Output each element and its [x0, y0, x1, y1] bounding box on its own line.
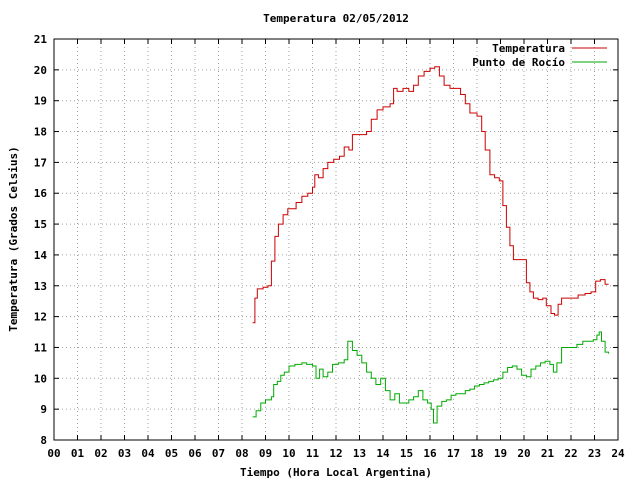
x-tick-label: 22 — [564, 447, 577, 460]
x-tick-label: 07 — [212, 447, 225, 460]
y-tick-label: 18 — [34, 126, 47, 139]
x-tick-label: 05 — [165, 447, 178, 460]
x-tick-label: 12 — [329, 447, 342, 460]
x-tick-label: 17 — [447, 447, 460, 460]
grid — [54, 39, 618, 440]
x-tick-label: 02 — [94, 447, 107, 460]
series-line-temperatura — [252, 66, 609, 324]
series-line-punto-de-rocio — [252, 331, 610, 424]
y-tick-label: 12 — [34, 311, 47, 324]
x-tick-label: 11 — [306, 447, 320, 460]
x-tick-label: 03 — [118, 447, 131, 460]
x-tick-label: 10 — [282, 447, 295, 460]
x-axis-label: Tiempo (Hora Local Argentina) — [240, 466, 432, 479]
x-tick-label: 14 — [376, 447, 390, 460]
x-tick-label: 13 — [353, 447, 366, 460]
y-tick-label: 14 — [34, 249, 48, 262]
y-tick-label: 15 — [34, 218, 47, 231]
y-tick-label: 8 — [40, 434, 47, 447]
y-tick-label: 9 — [40, 403, 47, 416]
y-tick-labels: 8 9 10 11 12 13 14 15 16 17 18 19 20 21 — [34, 33, 48, 447]
legend-label: Temperatura — [492, 42, 565, 55]
y-tick-label: 11 — [34, 341, 48, 354]
x-tick-label: 09 — [259, 447, 272, 460]
y-tick-label: 17 — [34, 156, 47, 169]
legend-label: Punto de Rocío — [472, 56, 565, 69]
x-tick-label: 23 — [588, 447, 601, 460]
x-tick-label: 16 — [423, 447, 437, 460]
chart-title: Temperatura 02/05/2012 — [263, 12, 409, 25]
axis-ticks — [53, 38, 619, 441]
x-tick-label: 08 — [235, 447, 248, 460]
x-tick-label: 01 — [71, 447, 85, 460]
x-tick-label: 24 — [611, 447, 625, 460]
x-tick-label: 21 — [541, 447, 555, 460]
series-lines — [252, 66, 610, 424]
y-tick-label: 13 — [34, 280, 47, 293]
x-tick-label: 20 — [517, 447, 530, 460]
y-tick-label: 21 — [34, 33, 48, 46]
y-axis-label: Temperatura (Grados Celsius) — [7, 146, 20, 331]
x-tick-label: 15 — [400, 447, 413, 460]
y-tick-label: 19 — [34, 95, 47, 108]
y-tick-label: 16 — [34, 187, 48, 200]
x-tick-label: 19 — [494, 447, 507, 460]
x-tick-labels: 00 01 02 03 04 05 06 07 08 09 10 11 12 13 14 15 16 17 18 19… — [47, 447, 625, 460]
x-tick-label: 06 — [188, 447, 202, 460]
y-tick-label: 20 — [34, 64, 47, 77]
x-tick-label: 04 — [141, 447, 155, 460]
x-tick-label: 18 — [470, 447, 483, 460]
x-tick-label: 00 — [47, 447, 60, 460]
y-tick-label: 10 — [34, 372, 47, 385]
